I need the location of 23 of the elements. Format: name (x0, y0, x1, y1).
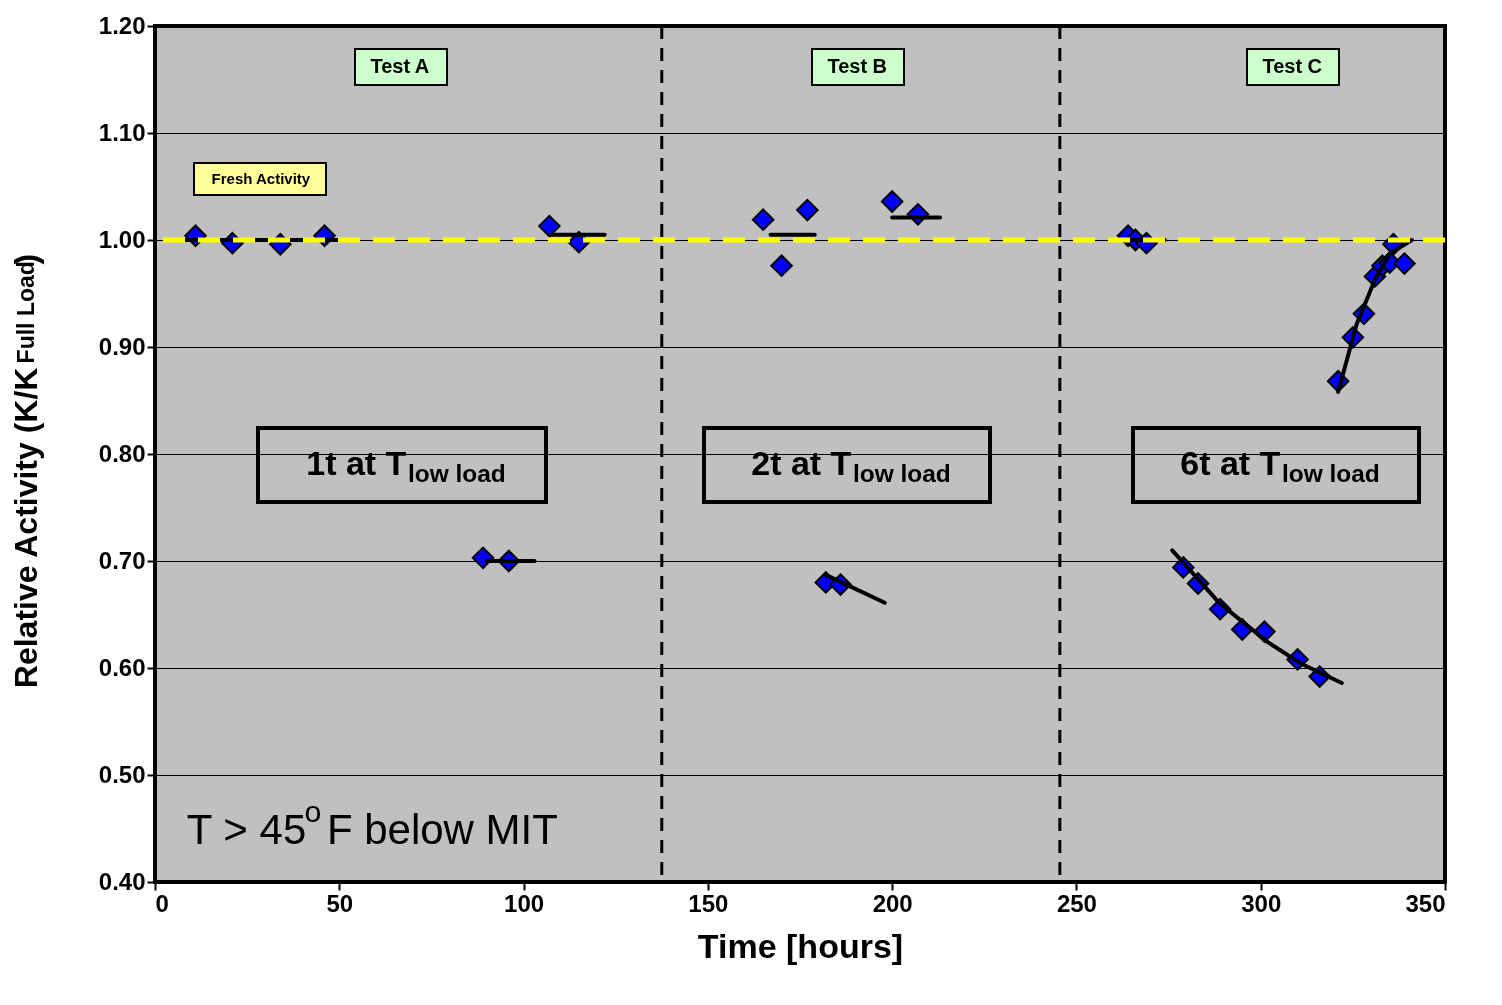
x-tick-label: 350 (1405, 889, 1446, 917)
y-tick-label: 1.00 (98, 225, 146, 253)
y-tick-label: 1.20 (98, 11, 146, 39)
annotation: Test C (1262, 55, 1323, 77)
annotation: Test A (370, 55, 430, 77)
y-tick-label: 0.70 (98, 546, 146, 574)
x-tick-label: 200 (872, 889, 913, 917)
x-tick-label: 300 (1241, 889, 1282, 917)
y-tick-label: 0.60 (98, 653, 146, 681)
x-tick-label: 150 (688, 889, 729, 917)
x-tick-label: 250 (1056, 889, 1097, 917)
y-tick-label: 0.40 (98, 867, 146, 895)
x-axis-title: Time [hours] (697, 926, 904, 965)
x-tick-label: 50 (326, 889, 354, 917)
y-tick-label: 0.50 (98, 760, 146, 788)
x-tick-label: 0 (155, 889, 169, 917)
y-tick-label: 0.90 (98, 332, 146, 360)
y-tick-label: 0.80 (98, 439, 146, 467)
annotation: Fresh Activity (211, 170, 311, 187)
annotation: Test B (827, 55, 888, 77)
y-axis-title: Relative Activity (K/KFull Load) (8, 253, 44, 689)
y-tick-label: 1.10 (98, 118, 146, 146)
x-tick-label: 100 (504, 889, 545, 917)
